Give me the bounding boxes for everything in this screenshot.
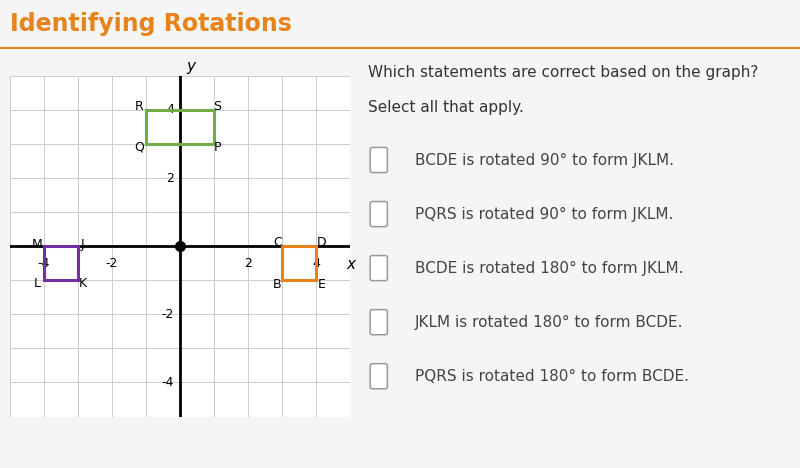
Text: -4: -4 bbox=[162, 376, 174, 389]
Text: BCDE is rotated 180° to form JKLM.: BCDE is rotated 180° to form JKLM. bbox=[415, 261, 683, 276]
Text: J: J bbox=[81, 238, 85, 251]
FancyBboxPatch shape bbox=[370, 147, 387, 173]
Text: PQRS is rotated 90° to form JKLM.: PQRS is rotated 90° to form JKLM. bbox=[415, 206, 674, 221]
Bar bbox=[146, 110, 214, 144]
Text: Q: Q bbox=[134, 141, 144, 154]
FancyBboxPatch shape bbox=[370, 310, 387, 335]
Text: 4: 4 bbox=[166, 103, 174, 117]
Text: D: D bbox=[317, 236, 326, 249]
Text: 2: 2 bbox=[244, 257, 252, 270]
Text: P: P bbox=[214, 141, 222, 154]
Bar bbox=[44, 246, 78, 280]
Text: C: C bbox=[273, 236, 282, 249]
Text: E: E bbox=[318, 278, 326, 291]
Text: S: S bbox=[214, 100, 222, 113]
Text: x: x bbox=[346, 257, 355, 272]
Text: -2: -2 bbox=[106, 257, 118, 270]
Text: R: R bbox=[134, 100, 143, 113]
Bar bbox=[282, 246, 316, 280]
Text: Which statements are correct based on the graph?: Which statements are correct based on th… bbox=[368, 66, 758, 80]
Text: 4: 4 bbox=[312, 257, 320, 270]
Text: PQRS is rotated 180° to form BCDE.: PQRS is rotated 180° to form BCDE. bbox=[415, 369, 689, 384]
Text: y: y bbox=[186, 59, 195, 74]
Text: BCDE is rotated 90° to form JKLM.: BCDE is rotated 90° to form JKLM. bbox=[415, 153, 674, 168]
Text: JKLM is rotated 180° to form BCDE.: JKLM is rotated 180° to form BCDE. bbox=[415, 314, 683, 329]
Text: Select all that apply.: Select all that apply. bbox=[368, 100, 524, 115]
Text: Identifying Rotations: Identifying Rotations bbox=[10, 12, 292, 36]
Text: -4: -4 bbox=[38, 257, 50, 270]
Text: K: K bbox=[79, 277, 87, 290]
Text: B: B bbox=[273, 278, 282, 291]
Text: M: M bbox=[32, 238, 43, 251]
FancyBboxPatch shape bbox=[370, 364, 387, 389]
FancyBboxPatch shape bbox=[370, 202, 387, 227]
Text: 2: 2 bbox=[166, 171, 174, 184]
Text: L: L bbox=[34, 277, 41, 290]
FancyBboxPatch shape bbox=[370, 256, 387, 281]
Text: -2: -2 bbox=[162, 308, 174, 321]
